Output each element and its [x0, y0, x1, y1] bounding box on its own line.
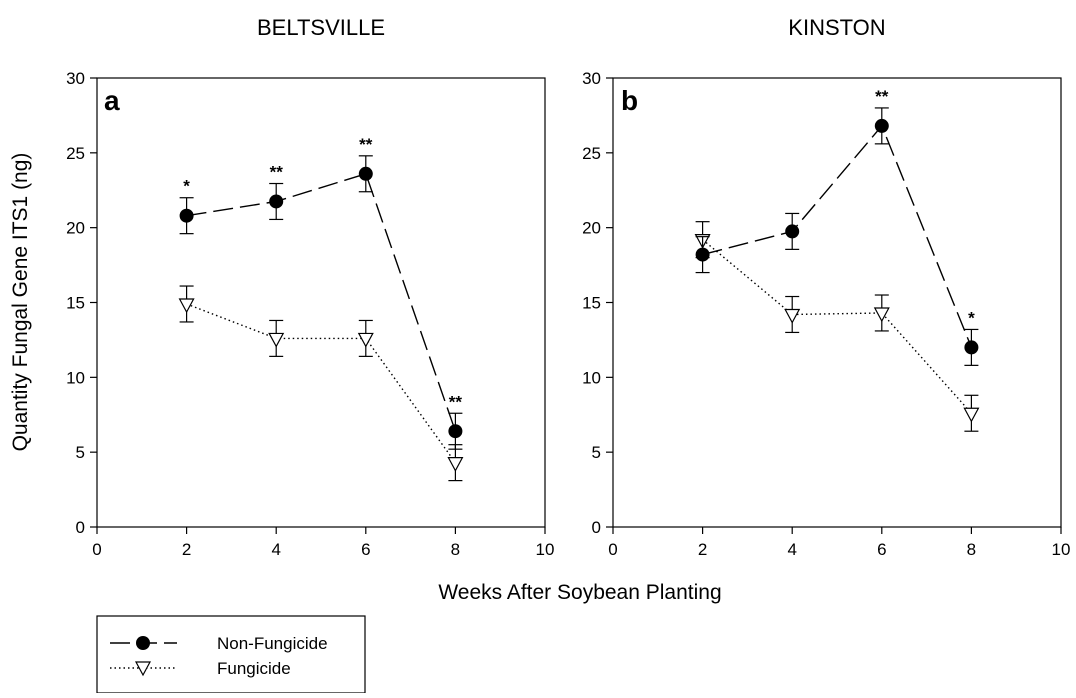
significance-label: * — [968, 308, 975, 327]
point-fungicide — [447, 457, 464, 472]
point-non-fungicide — [179, 208, 194, 223]
x-tick-label: 2 — [182, 540, 191, 559]
series-line-non-fungicide — [702, 124, 973, 348]
plot-frame — [612, 77, 1062, 528]
point-non-fungicide — [964, 340, 979, 355]
legend-marker-non-fungicide — [136, 636, 150, 650]
point-fungicide — [268, 332, 285, 348]
y-tick-label: 20 — [66, 219, 85, 238]
y-tick-label: 30 — [582, 69, 601, 88]
y-tick-label: 30 — [66, 69, 85, 88]
y-tick-label: 10 — [66, 368, 85, 387]
panel-letter: a — [104, 85, 120, 116]
x-tick-label: 6 — [877, 540, 886, 559]
y-tick-label: 25 — [66, 144, 85, 163]
x-tick-label: 0 — [608, 540, 617, 559]
significance-label: ** — [875, 87, 889, 106]
x-tick-label: 8 — [967, 540, 976, 559]
y-tick-label: 20 — [582, 219, 601, 238]
x-tick-label: 4 — [787, 540, 796, 559]
y-tick-label: 25 — [582, 144, 601, 163]
series-line-non-fungicide — [186, 172, 457, 432]
significance-label: * — [183, 177, 190, 196]
plot-frame — [96, 77, 546, 528]
panel-title: KINSTON — [788, 15, 885, 40]
point-non-fungicide — [785, 224, 800, 239]
y-tick-label: 15 — [66, 294, 85, 313]
point-non-fungicide — [448, 424, 463, 439]
x-tick-label: 2 — [698, 540, 707, 559]
y-tick-label: 5 — [76, 443, 85, 462]
point-fungicide — [178, 298, 195, 314]
panel-letter: b — [621, 85, 638, 116]
y-tick-label: 0 — [76, 518, 85, 537]
significance-label: ** — [359, 135, 373, 154]
y-tick-label: 0 — [592, 518, 601, 537]
y-tick-label: 10 — [582, 368, 601, 387]
x-axis-label: Weeks After Soybean Planting — [438, 581, 721, 604]
y-tick-label: 15 — [582, 294, 601, 313]
point-fungicide — [784, 308, 801, 324]
series-line-fungicide — [702, 239, 972, 414]
y-axis-label: Quantity Fungal Gene ITS1 (ng) — [9, 153, 32, 452]
legend-box — [96, 615, 366, 694]
point-non-fungicide — [874, 118, 889, 133]
point-non-fungicide — [358, 166, 373, 181]
series-line-fungicide — [186, 303, 456, 464]
y-tick-label: 5 — [592, 443, 601, 462]
legend-marker-fungicide — [134, 661, 152, 677]
legend-label-fungicide: Fungicide — [217, 659, 291, 678]
legend-label-non-fungicide: Non-Fungicide — [217, 634, 328, 653]
point-fungicide — [963, 407, 980, 423]
x-tick-label: 4 — [271, 540, 280, 559]
significance-label: ** — [270, 163, 284, 182]
point-fungicide — [873, 307, 890, 323]
legend: Non-Fungicide Fungicide — [96, 615, 366, 694]
x-tick-label: 0 — [92, 540, 101, 559]
x-tick-label: 10 — [536, 540, 555, 559]
x-tick-label: 8 — [451, 540, 460, 559]
panel-title: BELTSVILLE — [257, 15, 385, 40]
x-tick-label: 10 — [1052, 540, 1071, 559]
x-tick-label: 6 — [361, 540, 370, 559]
point-non-fungicide — [269, 194, 284, 209]
point-fungicide — [357, 332, 374, 348]
point-non-fungicide — [695, 247, 710, 262]
significance-label: ** — [449, 392, 463, 411]
